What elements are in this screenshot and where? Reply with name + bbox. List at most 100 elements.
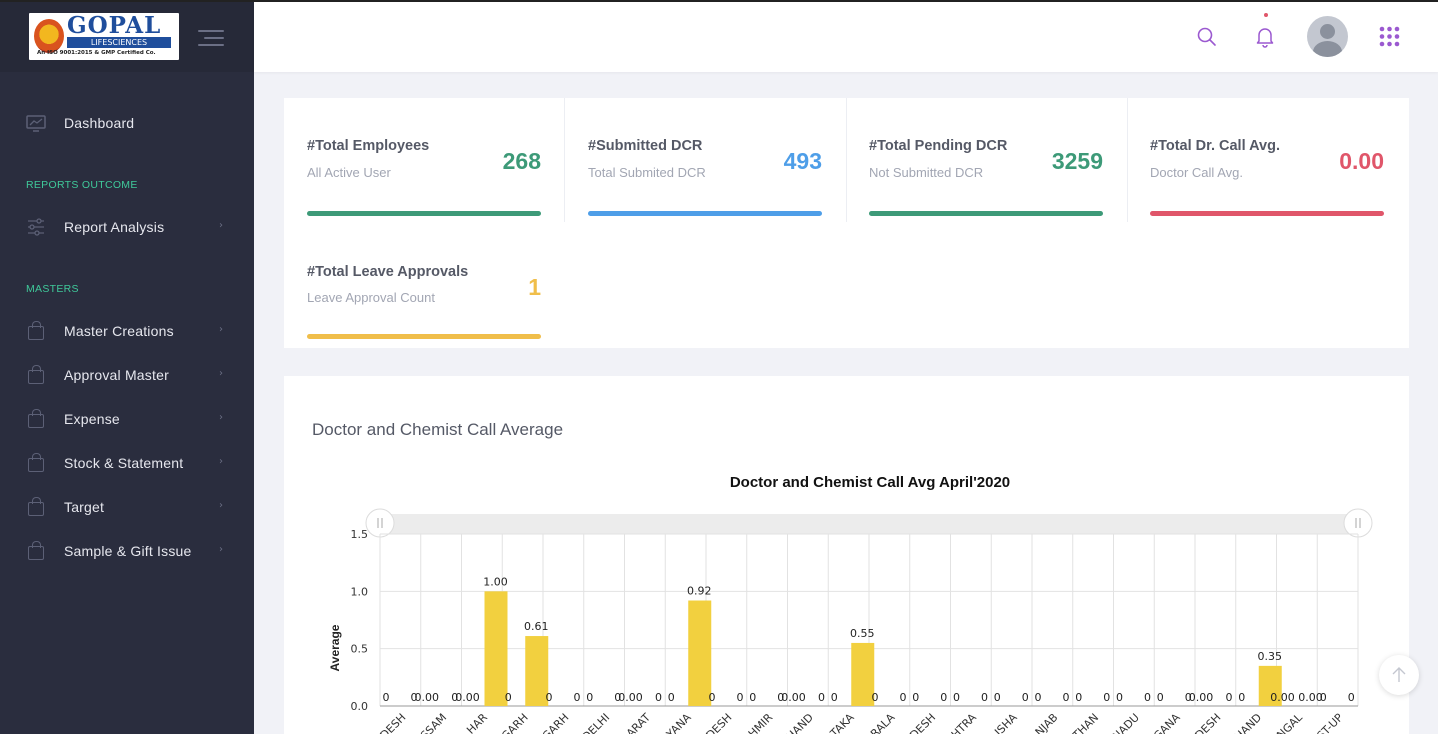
data-label: 0 <box>586 691 593 704</box>
data-label: 0.61 <box>524 620 549 633</box>
data-label: 0 <box>1238 691 1245 704</box>
bag-icon <box>26 409 46 428</box>
x-tick-label: DELHI <box>580 711 613 734</box>
data-label: 0 <box>574 691 581 704</box>
sidebar-item-dashboard[interactable]: Dashboard <box>26 110 226 136</box>
data-label: 0.00 <box>618 691 643 704</box>
x-tick-label: DESH <box>1193 711 1224 734</box>
data-label: 0 <box>505 691 512 704</box>
zoom-handle-left <box>365 508 395 538</box>
data-label: 0 <box>953 691 960 704</box>
x-tick-label: HAR <box>464 711 490 734</box>
x-tick-label: YANA <box>663 711 694 734</box>
y-tick-label: 0.0 <box>351 700 369 713</box>
bag-icon <box>26 365 46 384</box>
stat-subtitle: All Active User <box>307 165 391 180</box>
stat-progress-bar <box>588 211 822 216</box>
chart-bar <box>688 600 712 706</box>
data-label: 0 <box>831 691 838 704</box>
bag-icon <box>26 453 46 472</box>
bag-icon <box>26 497 46 516</box>
x-tick-label: GANA <box>1151 711 1183 734</box>
data-label: 0 <box>981 691 988 704</box>
stat-progress-bar <box>869 211 1103 216</box>
stat-value: 268 <box>502 148 541 174</box>
stat-card-leave-approvals[interactable]: #Total Leave Approvals Leave Approval Co… <box>284 224 565 348</box>
apps-grid-icon[interactable] <box>1379 26 1400 47</box>
stat-card-dr-call-avg[interactable]: #Total Dr. Call Avg. Doctor Call Avg. 0.… <box>1127 98 1408 222</box>
data-label: 0 <box>994 691 1001 704</box>
chevron-right-icon: › <box>219 412 223 423</box>
data-label: 0 <box>451 691 458 704</box>
divider <box>846 98 847 222</box>
data-label: 1.00 <box>483 575 508 588</box>
data-label: 0 <box>614 691 621 704</box>
data-label: 0 <box>1075 691 1082 704</box>
chart-bar <box>484 591 508 706</box>
stats-panel: #Total Employees All Active User 268 #Su… <box>284 98 1409 348</box>
chevron-right-icon: › <box>219 324 223 335</box>
zoom-handle-right <box>1343 508 1373 538</box>
stat-title: #Total Pending DCR <box>869 138 1008 154</box>
zoom-slider-track <box>380 514 1358 534</box>
sliders-icon <box>26 218 46 236</box>
zoom-handle-grip-icon <box>1355 518 1361 528</box>
x-tick-label: NADU <box>1110 711 1142 734</box>
stat-title: #Submitted DCR <box>588 138 703 154</box>
x-tick-label: DESH <box>704 711 735 734</box>
search-icon[interactable] <box>1196 26 1218 48</box>
sidebar-item-sample-gift-issue[interactable]: Sample & Gift Issue › <box>26 538 226 564</box>
notification-dot <box>1264 13 1268 17</box>
menu-toggle-icon[interactable] <box>198 29 224 47</box>
data-label: 0.92 <box>687 585 712 598</box>
sidebar-item-report-analysis[interactable]: Report Analysis › <box>26 214 226 240</box>
sidebar-item-label: Dashboard <box>64 115 135 131</box>
stat-card-total-employees[interactable]: #Total Employees All Active User 268 <box>284 98 565 222</box>
bag-icon <box>26 541 46 560</box>
data-label: 0 <box>1063 691 1070 704</box>
x-tick-label: DESH <box>907 711 938 734</box>
data-label: 0 <box>1348 691 1355 704</box>
data-label: 0.00 <box>455 691 480 704</box>
sidebar-item-stock-statement[interactable]: Stock & Statement › <box>26 450 226 476</box>
data-label: 0 <box>411 691 418 704</box>
sidebar-item-label: Stock & Statement <box>64 455 184 471</box>
stat-card-submitted-dcr[interactable]: #Submitted DCR Total Submited DCR 493 <box>565 98 846 222</box>
data-label: 0 <box>1320 691 1327 704</box>
sidebar-item-master-creations[interactable]: Master Creations › <box>26 318 226 344</box>
y-tick-label: 1.0 <box>351 585 369 598</box>
x-tick-label: GARH <box>499 711 531 734</box>
data-label: 0 <box>1103 691 1110 704</box>
chart-section-heading: Doctor and Chemist Call Average <box>312 420 564 439</box>
arrow-up-icon <box>1392 667 1406 682</box>
bell-icon[interactable] <box>1255 26 1275 48</box>
divider <box>1127 98 1128 222</box>
x-tick-label: TAKA <box>827 711 857 734</box>
chart-bar <box>851 642 875 706</box>
chart-title: Doctor and Chemist Call Avg April'2020 <box>730 474 1010 491</box>
section-masters: MASTERS <box>26 283 79 295</box>
y-axis-label: Average <box>328 624 342 671</box>
sidebar-item-expense[interactable]: Expense › <box>26 406 226 432</box>
x-tick-label: THAN <box>1070 711 1102 734</box>
x-tick-label: DESH <box>378 711 409 734</box>
data-label: 0.35 <box>1258 650 1283 663</box>
x-tick-label: ISHA <box>992 711 1020 734</box>
stat-card-pending-dcr[interactable]: #Total Pending DCR Not Submitted DCR 325… <box>846 98 1127 222</box>
avatar[interactable] <box>1307 16 1348 57</box>
chevron-right-icon: › <box>219 500 223 511</box>
brand-logo[interactable]: GOPAL LIFESCIENCES An ISO 9001:2015 & GM… <box>29 13 179 60</box>
data-label: 0.00 <box>1298 691 1323 704</box>
y-tick-label: 1.5 <box>351 528 369 541</box>
x-tick-label: ST-UP <box>1314 711 1346 734</box>
sidebar-item-label: Report Analysis <box>64 219 165 235</box>
brand-tagline: An ISO 9001:2015 & GMP Certified Co. <box>37 50 156 56</box>
sidebar: GOPAL LIFESCIENCES An ISO 9001:2015 & GM… <box>0 0 254 734</box>
data-label: 0.00 <box>1270 691 1295 704</box>
data-label: 0 <box>777 691 784 704</box>
sidebar-item-target[interactable]: Target › <box>26 494 226 520</box>
sidebar-item-approval-master[interactable]: Approval Master › <box>26 362 226 388</box>
zoom-handle-grip-icon <box>377 518 383 528</box>
stat-subtitle: Doctor Call Avg. <box>1150 165 1243 180</box>
scroll-to-top-button[interactable] <box>1379 655 1419 695</box>
